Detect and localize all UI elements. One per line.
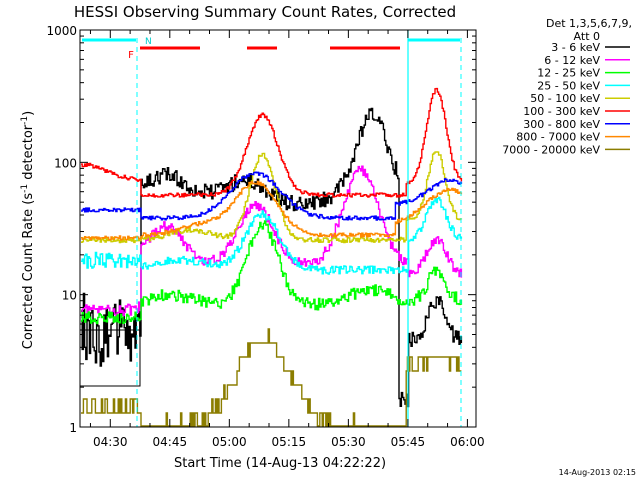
x-tick-label: 05:15 bbox=[272, 435, 307, 449]
y-axis: 1 10 100 1000 bbox=[46, 24, 476, 435]
flare-flag-label: F bbox=[128, 50, 134, 61]
y-tick-label: 100 bbox=[54, 156, 77, 170]
x-tick-label: 04:30 bbox=[93, 435, 128, 449]
plot-frame bbox=[79, 29, 477, 428]
legend-label: 25 - 50 keV bbox=[537, 79, 600, 92]
series-line bbox=[81, 180, 463, 241]
legend-header-2: Att 0 bbox=[574, 30, 600, 43]
series-line bbox=[81, 328, 462, 427]
series-line bbox=[81, 87, 463, 198]
series-line bbox=[81, 107, 463, 408]
legend-label: 7000 - 20000 keV bbox=[502, 143, 600, 156]
plot-area: FN bbox=[79, 30, 463, 427]
x-tick-label: 05:30 bbox=[331, 435, 366, 449]
y-tick-label: 1 bbox=[69, 421, 77, 435]
footer-timestamp: 14-Aug-2013 02:15 bbox=[559, 468, 636, 477]
x-tick-label: 06:00 bbox=[450, 435, 485, 449]
x-tick-label: 05:00 bbox=[212, 435, 247, 449]
night-flag-label: N bbox=[145, 37, 152, 47]
series-line bbox=[81, 151, 463, 244]
y-axis-label: Corrected Count Rate (s-1 detector-1) bbox=[20, 111, 36, 349]
x-tick-label: 05:45 bbox=[391, 435, 426, 449]
series-line bbox=[81, 220, 463, 325]
legend-label: 50 - 100 keV bbox=[530, 92, 600, 105]
series-line bbox=[81, 171, 463, 221]
x-tick-label: 04:45 bbox=[153, 435, 188, 449]
series-line bbox=[81, 196, 463, 275]
x-axis-label: Start Time (14-Aug-13 04:22:22) bbox=[174, 456, 386, 471]
y-tick-label: 10 bbox=[62, 289, 77, 303]
legend-label: 12 - 25 keV bbox=[537, 67, 600, 80]
legend-label: 800 - 7000 keV bbox=[516, 131, 600, 144]
y-tick-label: 1000 bbox=[46, 24, 77, 38]
legend-label: 3 - 6 keV bbox=[551, 41, 600, 54]
legend-label: 6 - 12 keV bbox=[544, 54, 600, 67]
series-line bbox=[81, 165, 463, 319]
legend-header-1: Det 1,3,5,6,7,9, bbox=[546, 17, 632, 30]
legend-label: 300 - 800 keV bbox=[523, 118, 600, 131]
legend-label: 100 - 300 keV bbox=[523, 105, 600, 118]
chart-title: HESSI Observing Summary Count Rates, Cor… bbox=[74, 3, 456, 21]
x-axis: 04:30 04:45 05:00 05:15 05:30 05:45 06:00 bbox=[89, 30, 485, 449]
